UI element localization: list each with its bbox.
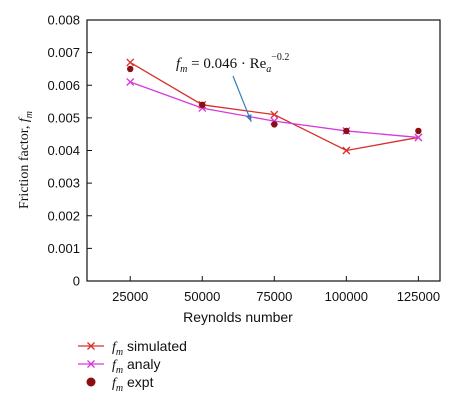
y-tick-label: 0.005: [47, 110, 80, 125]
x-marker-stroke: [270, 110, 279, 119]
data-point-simulated: [126, 58, 135, 67]
x-tick-label: 100000: [325, 289, 368, 304]
x-axis: 25000 50000 75000 100000 125000: [112, 276, 440, 304]
y-axis-title: Friction factor, fm: [17, 111, 35, 209]
x-marker-stroke: [126, 58, 135, 67]
y-axis-title-symbol: f: [17, 116, 32, 122]
x-tick-label: 125000: [397, 289, 440, 304]
series-line-analy: [130, 81, 419, 139]
legend-marker: [87, 342, 95, 350]
data-point-simulated: [270, 110, 279, 119]
legend-label: fm expt: [112, 374, 154, 394]
data-point-expt: [271, 121, 278, 128]
y-tick-label: 0.003: [47, 176, 80, 191]
series-expt: [127, 65, 422, 135]
series-layer: [126, 58, 423, 155]
x-marker-stroke: [87, 342, 95, 350]
data-point-expt: [343, 127, 350, 135]
x-tick-label: 25000: [112, 289, 148, 304]
series-simulated: [126, 58, 423, 155]
data-point-simulated: [342, 146, 351, 155]
legend-item-simulated: fm simulated: [78, 338, 187, 358]
legend-marker: [87, 360, 95, 368]
x-marker-stroke: [87, 360, 95, 368]
annotation-equation: fm = 0.046 · Rea−0.2: [176, 52, 289, 75]
y-tick-label: 0.007: [47, 45, 80, 60]
x-tick-label: 50000: [184, 289, 220, 304]
x-tick-label: 75000: [256, 289, 292, 304]
series-analy: [126, 78, 423, 142]
x-axis-title: Reynolds number: [183, 309, 293, 325]
legend-label: fm analy: [112, 356, 160, 376]
data-point-expt: [199, 101, 206, 109]
y-axis: 0 0.001 0.002 0.003 0.004 0.005 0.006 0.007 0.00…: [47, 13, 92, 289]
x-marker-stroke: [126, 78, 135, 86]
y-tick-label: 0.006: [47, 78, 80, 93]
x-marker-stroke: [342, 146, 351, 155]
data-point-analy: [126, 78, 135, 86]
legend-item-expt: fm expt: [86, 374, 154, 394]
legend-label: fm simulated: [112, 338, 187, 358]
legend-item-analy: fm analy: [78, 356, 160, 376]
data-point-analy: [414, 133, 423, 142]
legend-marker: [86, 377, 96, 387]
annotation-arrow-head: [245, 114, 252, 122]
y-tick-label: 0.001: [47, 241, 80, 256]
x-marker-stroke: [414, 133, 423, 142]
annotation-arrow-line: [232, 75, 252, 123]
y-tick-label: 0.004: [47, 143, 80, 158]
y-tick-label: 0.008: [47, 13, 80, 28]
y-axis-title-subscript: m: [24, 111, 35, 118]
series-line-simulated: [129, 61, 419, 152]
data-point-expt: [127, 65, 134, 73]
y-axis-title-text: Friction factor,: [17, 122, 32, 209]
y-tick-label: 0.002: [47, 208, 80, 223]
y-tick-label: 0: [73, 274, 80, 289]
equation-annotation: fm = 0.046 · Rea−0.2: [176, 52, 289, 123]
data-point-expt: [415, 127, 422, 135]
